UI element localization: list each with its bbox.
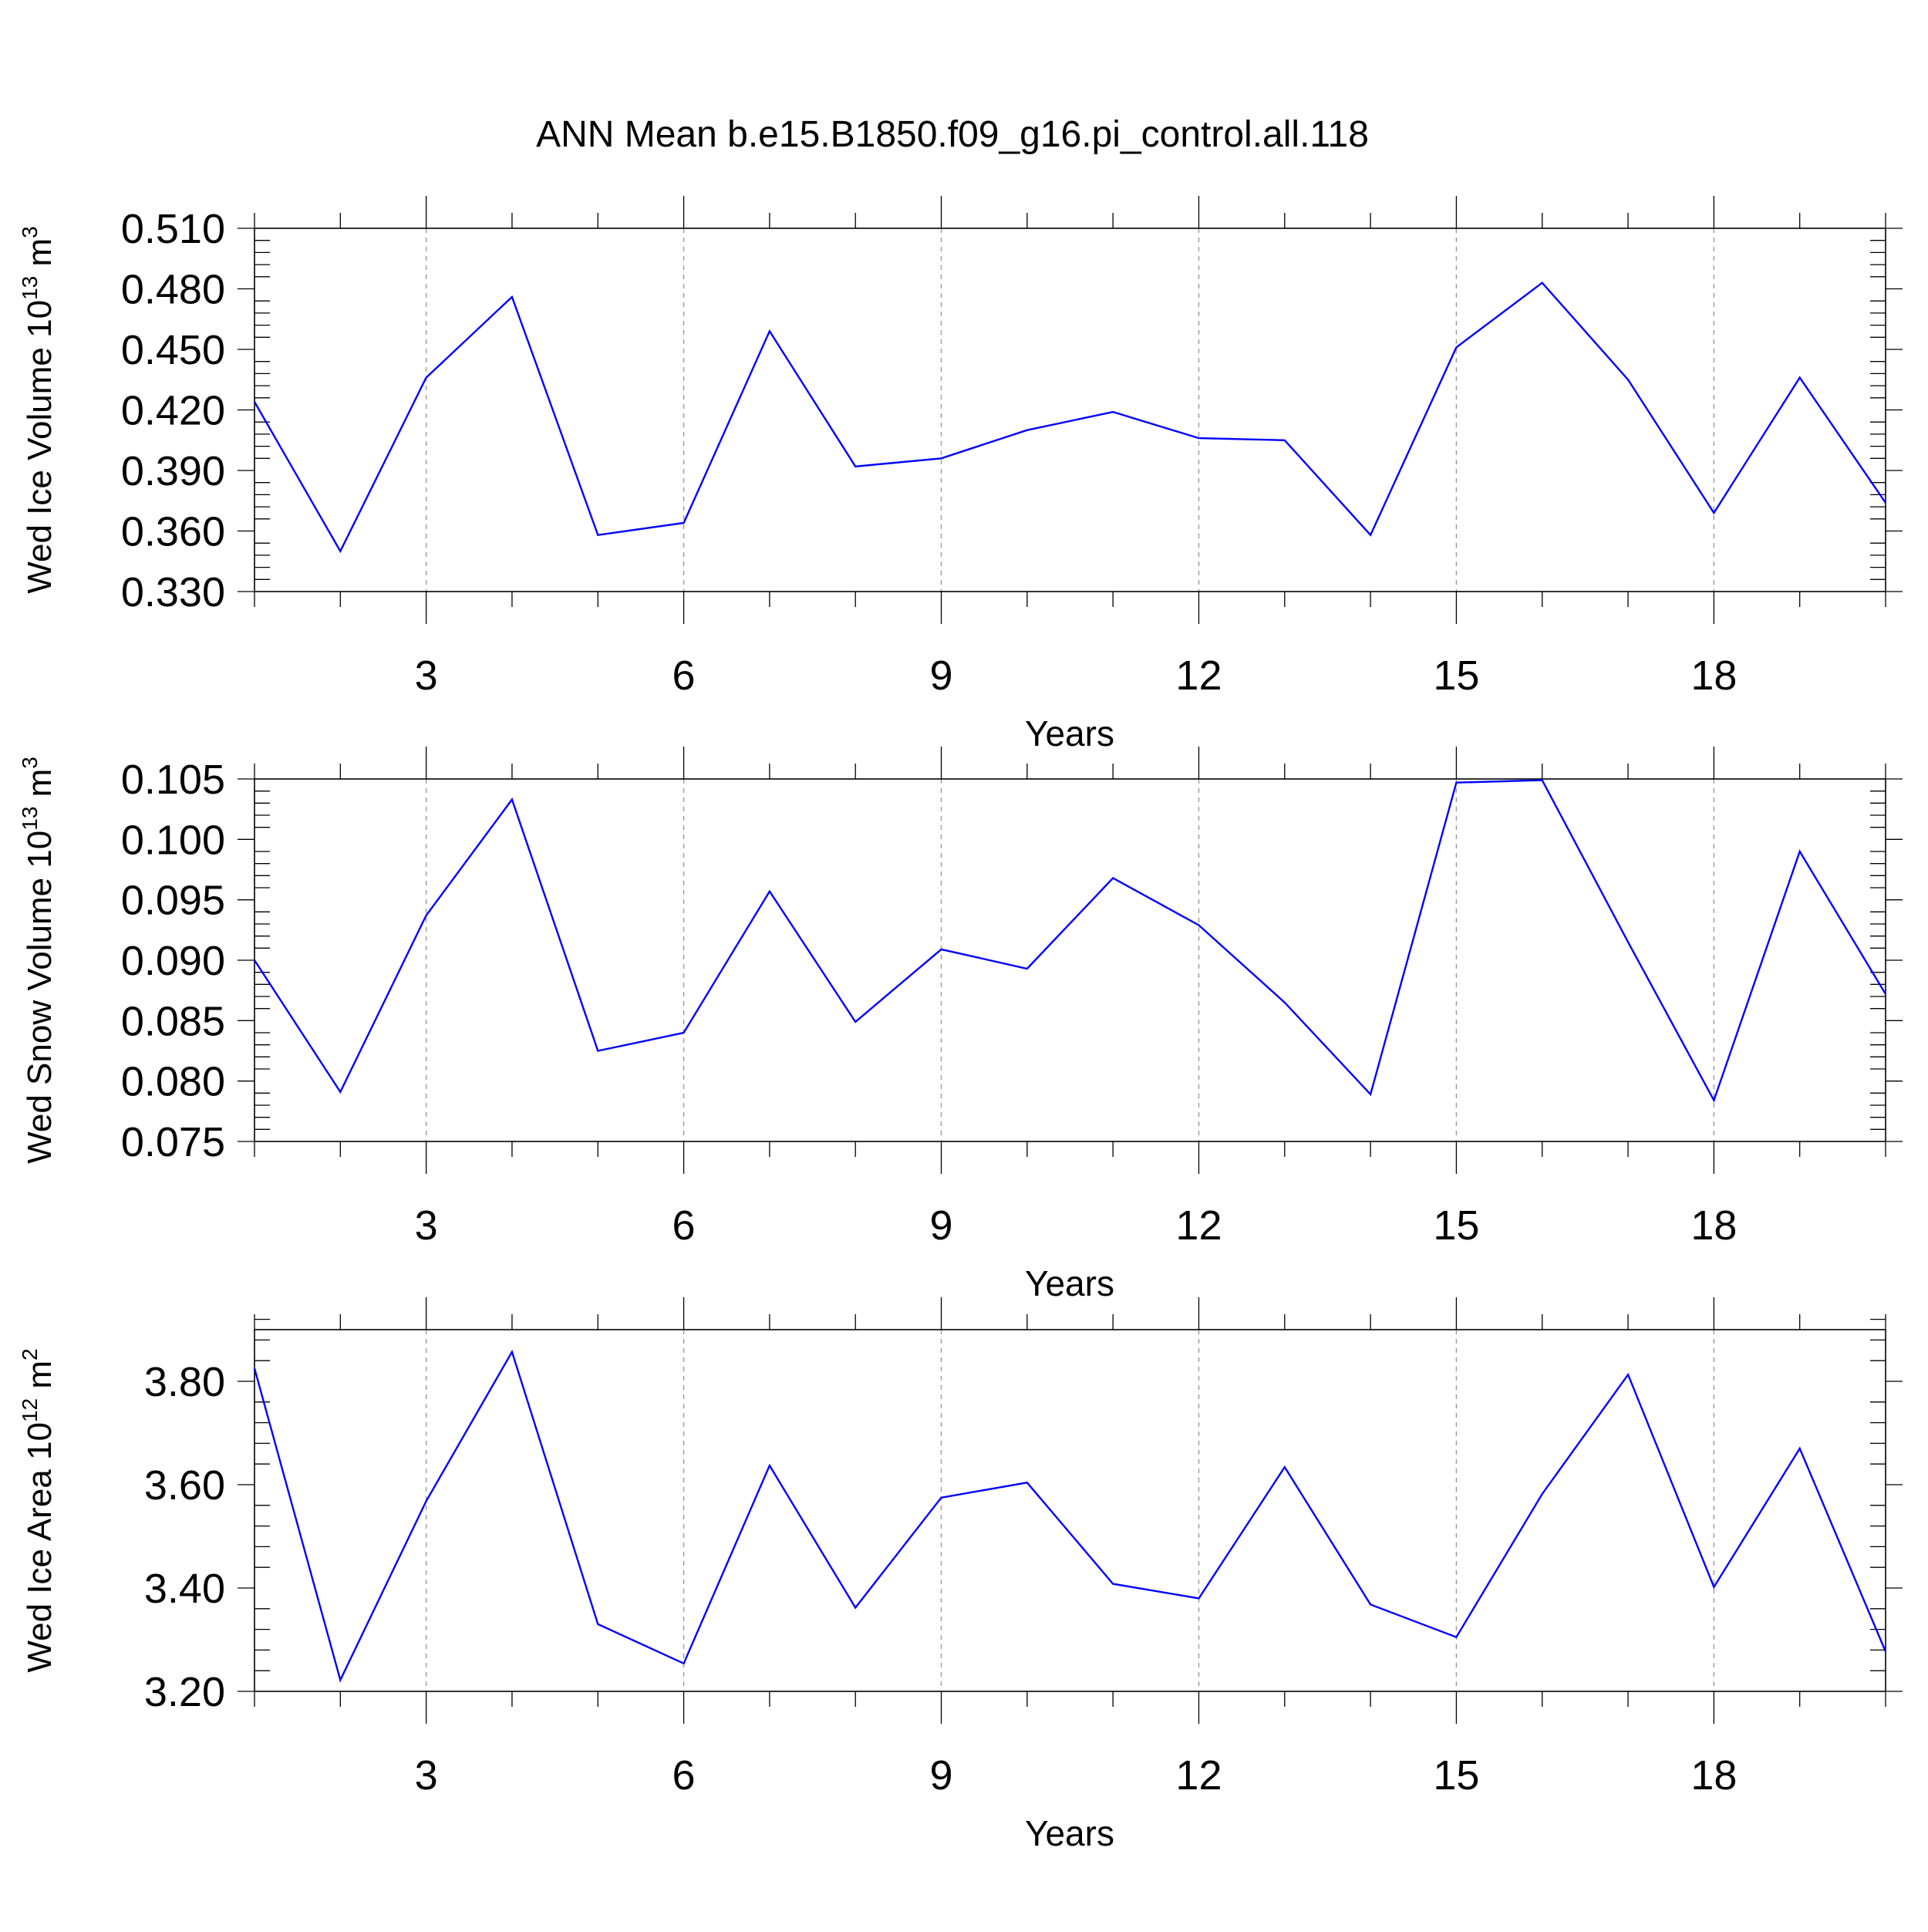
panel-2-plot-frame xyxy=(254,778,1886,1142)
panel-1-xtick-label-18: 18 xyxy=(1690,652,1737,699)
panel-1-x-axis-label: Years xyxy=(1025,713,1114,754)
panel-1-plot-frame xyxy=(254,228,1886,592)
panel-1-y-axis-label: Wed Ice Volume 1013 m3 xyxy=(18,226,59,593)
panel-1-ytick-label-0.330: 0.330 xyxy=(121,569,225,615)
panel-2-ytick-label-0.090: 0.090 xyxy=(121,938,225,984)
panel-3-ytick-label-3.80: 3.80 xyxy=(144,1359,225,1405)
panel-2-y-axis-label: Wed Snow Volume 1013 m3 xyxy=(18,757,59,1164)
panel-1-xtick-label-3: 3 xyxy=(415,652,438,699)
panel-3-xtick-label-6: 6 xyxy=(672,1752,696,1799)
panel-3-y-axis-label: Wed Ice Area 1012 m2 xyxy=(18,1348,59,1672)
panel-3-xtick-label-9: 9 xyxy=(930,1752,953,1799)
panel-1-xtick-label-9: 9 xyxy=(930,652,953,699)
panel-1-xtick-label-6: 6 xyxy=(672,652,696,699)
panel-2-xtick-label-12: 12 xyxy=(1175,1202,1222,1249)
panel-2-xtick-label-15: 15 xyxy=(1433,1202,1479,1249)
panel-3-series-line-1 xyxy=(253,1349,1887,1683)
panel-2-ytick-label-0.100: 0.100 xyxy=(121,817,225,863)
panel-2-ytick-label-0.080: 0.080 xyxy=(121,1059,225,1105)
panel-2-ytick-label-0.105: 0.105 xyxy=(121,757,225,803)
panel-3-xtick-label-3: 3 xyxy=(415,1752,438,1799)
panel-2-xtick-label-6: 6 xyxy=(672,1202,696,1249)
panel-1-ytick-label-0.480: 0.480 xyxy=(121,267,225,313)
panel-2-ytick-label-0.085: 0.085 xyxy=(121,998,225,1044)
panel-1-series-line-1 xyxy=(253,282,1886,554)
panel-1-ytick-label-0.510: 0.510 xyxy=(121,206,225,252)
panel-3-xtick-label-18: 18 xyxy=(1690,1752,1737,1799)
panel-2-ytick-label-0.095: 0.095 xyxy=(121,878,225,924)
panel-2-x-axis-label: Years xyxy=(1025,1263,1114,1303)
panel-1-xtick-label-15: 15 xyxy=(1433,652,1479,699)
panel-2-series-line-1 xyxy=(253,779,1887,1103)
panel-1-ytick-label-0.360: 0.360 xyxy=(121,509,225,555)
panel-3-xtick-label-15: 15 xyxy=(1433,1752,1479,1799)
panel-3-ytick-label-3.40: 3.40 xyxy=(144,1566,225,1612)
panel-2-xtick-label-3: 3 xyxy=(415,1202,438,1249)
panel-3-ytick-label-3.20: 3.20 xyxy=(144,1669,225,1715)
panel-1-ytick-label-0.450: 0.450 xyxy=(121,327,225,373)
panel-1-ytick-label-0.420: 0.420 xyxy=(121,388,225,434)
panel-2-xtick-label-18: 18 xyxy=(1690,1202,1737,1249)
figure-title: ANN Mean b.e15.B1850.f09_g16.pi_control.… xyxy=(536,114,1369,155)
panel-1-xtick-label-12: 12 xyxy=(1175,652,1222,699)
panel-3-ytick-label-3.60: 3.60 xyxy=(144,1462,225,1509)
panel-2-xtick-label-9: 9 xyxy=(930,1202,953,1249)
panel-3-xtick-label-12: 12 xyxy=(1175,1752,1222,1799)
panel-1-ytick-label-0.390: 0.390 xyxy=(121,448,225,494)
panel-2-ytick-label-0.075: 0.075 xyxy=(121,1119,225,1165)
panel-3-plot-frame xyxy=(254,1329,1886,1692)
panel-3-x-axis-label: Years xyxy=(1025,1813,1114,1853)
